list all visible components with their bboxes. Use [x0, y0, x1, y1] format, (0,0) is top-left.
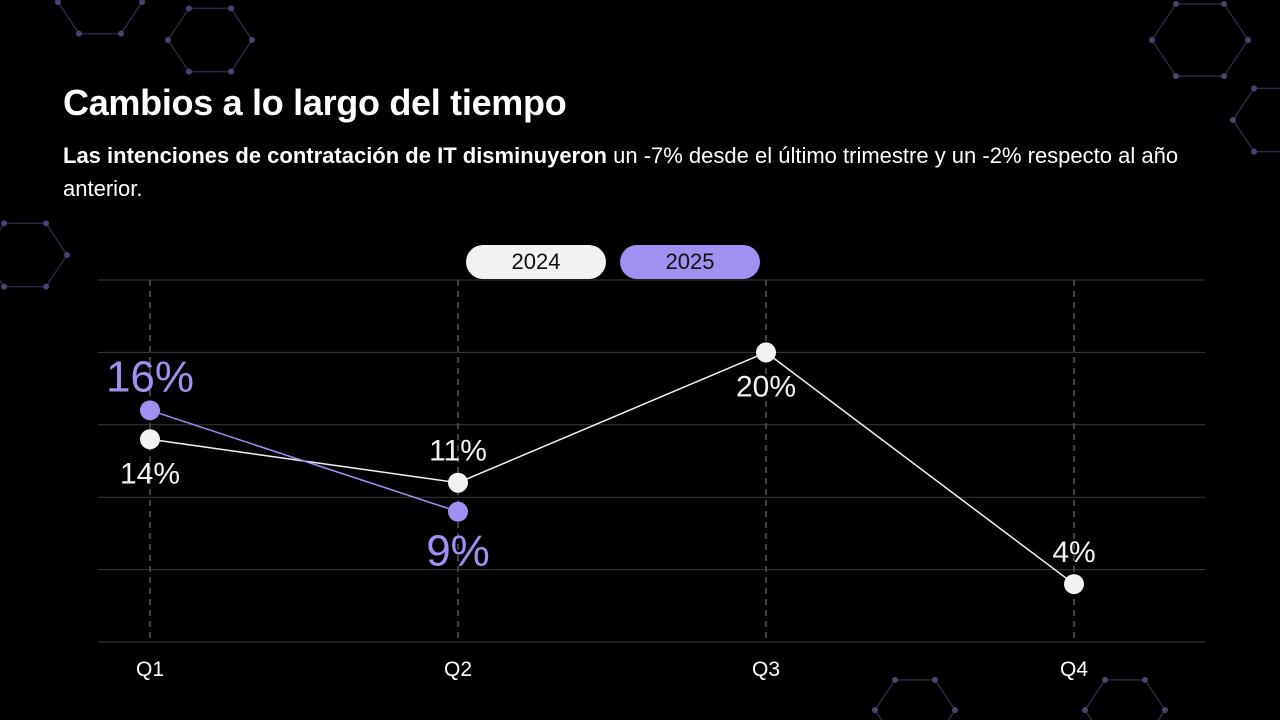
data-point-2024-Q3 — [756, 342, 776, 363]
data-point-2024-Q2 — [448, 472, 468, 493]
data-point-2025-Q1 — [140, 400, 160, 421]
legend-2024[interactable]: 2024 — [466, 245, 606, 279]
data-point-2024-Q4 — [1064, 574, 1084, 595]
data-label-2024-Q1: 14% — [120, 457, 180, 490]
x-tick-label: Q3 — [752, 658, 780, 681]
x-tick-label: Q2 — [444, 658, 472, 681]
subtitle-bold: Las intenciones de contratación de IT di… — [63, 143, 607, 168]
data-point-2024-Q1 — [140, 429, 160, 450]
series-line-2025 — [149, 409, 459, 513]
subtitle-rest: un -7% desde el último trimestre y un -2… — [63, 143, 1179, 201]
data-label-2024-Q3: 20% — [736, 370, 796, 403]
series-line-2024 — [149, 351, 1075, 585]
x-tick-label: Q4 — [1060, 658, 1088, 681]
data-point-2025-Q2 — [448, 501, 468, 522]
legend-2025[interactable]: 2025 — [620, 245, 760, 279]
data-label-2024-Q4: 4% — [1052, 536, 1095, 569]
data-label-2025-Q1: 16% — [106, 352, 194, 401]
data-label-2024-Q2: 11% — [429, 435, 487, 468]
page-subtitle: Las intenciones de contratación de IT di… — [63, 139, 1223, 205]
page-title: Cambios a lo largo del tiempo — [63, 82, 567, 123]
x-tick-label: Q1 — [136, 658, 164, 681]
data-label-2025-Q2: 9% — [426, 527, 490, 576]
